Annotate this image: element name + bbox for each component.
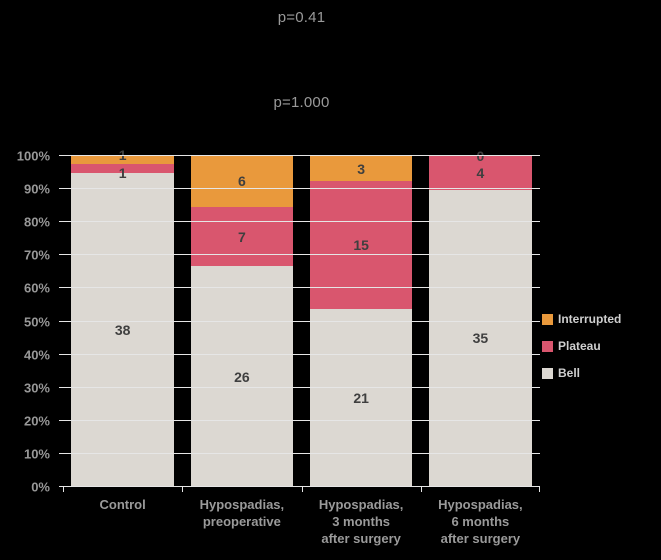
gridline [63,320,540,322]
data-label: 4 [476,165,485,182]
y-tick-label: 0% [31,479,50,495]
p-value-annotation-top: p=0.41 [277,9,326,26]
legend-item-plateau: Plateau [542,339,621,353]
data-label: 6 [237,173,246,190]
legend-label: Plateau [558,339,601,353]
bar-control: 1138 [71,147,174,487]
gridline [63,287,540,289]
segment-bell [71,172,174,487]
legend-swatch-bell [542,367,553,379]
segment-bell [429,189,532,487]
y-tick-label: 80% [23,214,50,230]
segment-plateau [429,156,532,190]
bar-slot: 0435 [421,148,540,487]
gridline [63,452,540,454]
gridline [63,386,540,388]
y-tick-label: 100% [16,148,50,164]
p-value-annotation-middle: p=1.000 [273,94,330,111]
gridline [63,188,540,190]
data-label: 7 [237,228,246,245]
y-tick-mark [59,320,63,322]
segment-interrupted [309,156,413,182]
y-tick-mark [59,419,63,421]
bar-hypospadias: 3 15 21 [309,156,413,487]
x-tick-mark [301,487,303,492]
category-label: Hypospadias, 6 months after surgery [438,497,523,546]
y-tick-mark [59,188,63,190]
y-tick-mark [59,386,63,388]
bar-slot: 3 15 21 [302,156,421,487]
plot-area: 11386726315210435 [59,147,540,492]
x-tick-mark [63,487,64,492]
y-tick-label: 30% [23,380,50,396]
y-tick-mark [59,452,63,454]
legend-swatch-plateau [542,340,553,352]
legend: Interrupted Plateau Bell [542,312,621,393]
gridline [63,353,540,355]
y-tick-label: 40% [23,347,50,363]
segment-plateau [71,164,174,173]
y-tick-label: 50% [23,314,50,329]
segment-plateau [190,206,294,267]
y-tick-mark [59,486,63,487]
bar-slot: 6 7 26 [182,156,301,487]
data-label: 1 [118,165,127,182]
y-tick-mark [59,221,63,223]
legend-item-interrupted: Interrupted [542,312,621,326]
data-label: 15 [353,237,369,254]
y-tick-label: 10% [23,446,50,462]
segment-interrupted [190,156,294,207]
y-tick-mark [59,254,63,256]
data-label: 3 [357,160,366,177]
segment-interrupted [71,156,174,165]
y-tick-mark [59,287,63,289]
legend-swatch-interrupted [542,313,553,325]
legend-label: Bell [558,366,581,380]
segment-bell [309,308,413,487]
data-label: 26 [234,368,250,385]
y-axis: 0% 10% 20% 30% 40% 50% 60% 70% 80% 90% 100% [0,150,56,494]
y-tick-mark [59,353,63,355]
category-label: Hypospadias, preoperative [199,497,285,529]
legend-item-bell: Bell [542,366,621,380]
gridline [63,254,540,256]
x-tick-mark [182,487,184,492]
category-label: Hypospadias, 3 months after surgery [318,497,404,546]
gridline [63,419,540,421]
bar-hypospadias: 6 7 26 [190,156,294,487]
x-axis: Control Hypospadias, preoperative Hypospad… [63,496,540,547]
segment-bell [190,266,294,487]
y-tick-label: 70% [23,247,50,263]
y-tick-label: 90% [23,181,50,197]
gridline [63,155,540,156]
x-tick-mark [420,487,422,492]
y-tick-mark [59,155,63,156]
gridline [63,486,540,487]
data-label: 21 [353,389,369,406]
bar-slot: 1138 [63,147,182,487]
legend-label: Interrupted [558,312,622,326]
bar-hypospadias: 0435 [429,148,532,487]
bars-container: 11386726315210435 [63,147,540,487]
y-tick-label: 20% [23,413,50,429]
gridline [63,221,540,223]
category-label: Control [99,497,146,512]
x-tick-mark [539,487,540,492]
data-label: 38 [114,321,131,338]
y-tick-label: 60% [23,280,50,296]
data-label: 35 [472,330,489,347]
